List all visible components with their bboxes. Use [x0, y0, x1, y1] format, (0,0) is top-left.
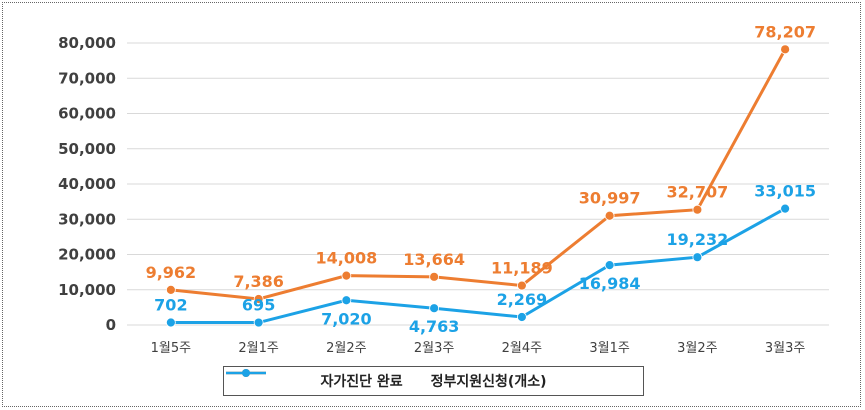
y-tick-label: 20,000	[58, 246, 116, 264]
y-tick-label: 30,000	[58, 210, 116, 228]
data-labels: 9,962 7,386 14,008 13,664 11,189 30,997 32,707…	[146, 22, 816, 336]
series-lines	[165, 44, 791, 328]
series-line	[170, 48, 787, 301]
y-tick-label: 10,000	[58, 281, 116, 299]
y-tick-label: 50,000	[58, 140, 116, 158]
data-label: 7,020	[321, 309, 372, 328]
legend-item-self-diagnosis: 자가진단 완료	[226, 369, 403, 391]
data-point	[692, 252, 703, 263]
data-label: 4,763	[409, 317, 460, 336]
data-point	[429, 271, 440, 282]
data-point	[516, 312, 527, 322]
data-label: 78,207	[754, 22, 816, 41]
data-label: 702	[154, 296, 187, 315]
data-label: 9,962	[146, 263, 197, 282]
legend-item-gov-support: 정부지원신청(개소)	[226, 369, 547, 391]
y-tick-label: 0	[106, 316, 116, 334]
data-point	[604, 210, 615, 221]
x-tick-label: 3월1주	[589, 341, 630, 356]
data-point	[165, 284, 176, 295]
y-tick-label: 70,000	[58, 69, 116, 87]
data-label: 33,015	[754, 182, 816, 201]
data-point	[165, 317, 176, 328]
data-point	[780, 44, 791, 55]
data-label: 19,232	[667, 230, 729, 249]
data-label: 11,189	[491, 259, 553, 278]
x-tick-label: 2월3주	[414, 341, 455, 356]
data-point	[341, 295, 352, 306]
legend-label: 자가진단 완료	[320, 374, 403, 390]
legend: 자가진단 완료 정부지원신청(개소)	[223, 366, 644, 396]
y-tick-label: 80,000	[58, 34, 116, 52]
data-point	[341, 270, 352, 281]
legend-swatch-blue	[226, 369, 266, 377]
x-tick-label: 2월4주	[502, 341, 543, 356]
data-point	[604, 260, 615, 271]
x-axis-ticks: 1월5주 2월1주 2월2주 2월3주 2월4주 3월1주 3월2주 3월3주	[151, 341, 806, 356]
data-label: 695	[242, 296, 275, 315]
gridlines	[127, 42, 829, 326]
data-point	[780, 203, 791, 214]
data-point	[429, 303, 440, 314]
data-label: 16,984	[579, 274, 641, 293]
data-point	[253, 294, 264, 304]
data-label: 2,269	[497, 290, 548, 309]
data-point	[692, 204, 703, 215]
legend-label: 정부지원신청(개소)	[430, 374, 547, 390]
y-tick-label: 40,000	[58, 175, 116, 193]
series-line	[170, 207, 786, 325]
data-label: 32,707	[667, 183, 729, 202]
data-label: 30,997	[579, 189, 641, 208]
x-tick-label: 2월1주	[238, 341, 279, 356]
y-tick-label: 60,000	[58, 105, 116, 123]
data-point	[516, 280, 527, 291]
data-label: 14,008	[316, 249, 378, 268]
y-axis-ticks: 0 10,000 20,000 30,000 40,000 50,000 60,000 70,…	[58, 34, 116, 334]
x-tick-label: 2월2주	[326, 341, 367, 356]
data-point	[253, 317, 264, 328]
x-tick-label: 1월5주	[151, 341, 192, 356]
x-tick-label: 3월3주	[765, 341, 806, 356]
data-label: 13,664	[403, 250, 465, 269]
data-label: 7,386	[233, 272, 284, 291]
x-tick-label: 3월2주	[677, 341, 718, 356]
